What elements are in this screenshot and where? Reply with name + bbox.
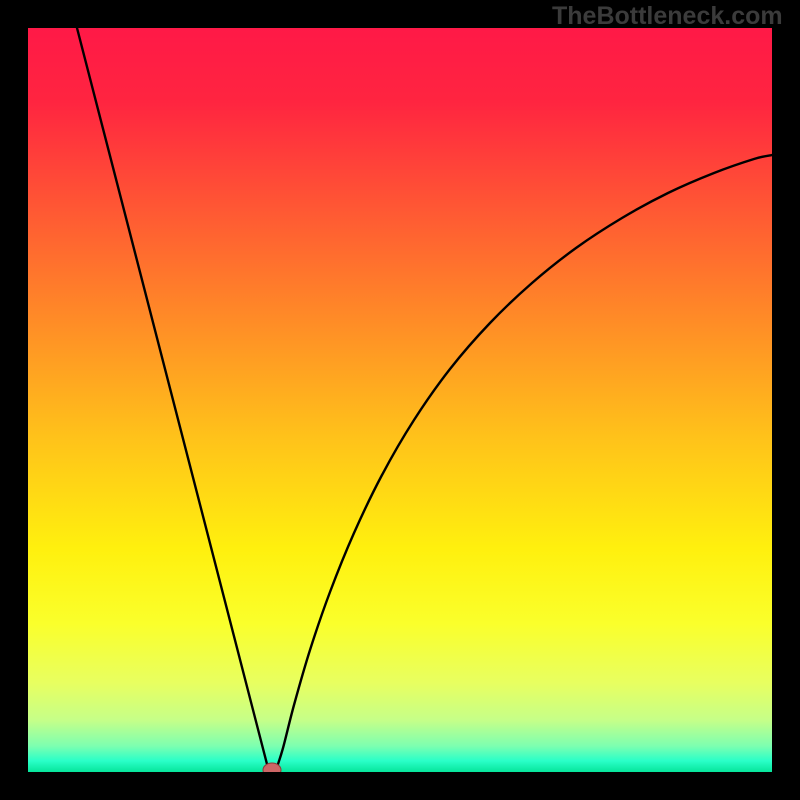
gradient-background — [28, 28, 772, 772]
chart-plot-area — [28, 28, 772, 772]
chart-svg — [28, 28, 772, 772]
watermark-text: TheBottleneck.com — [552, 2, 783, 31]
